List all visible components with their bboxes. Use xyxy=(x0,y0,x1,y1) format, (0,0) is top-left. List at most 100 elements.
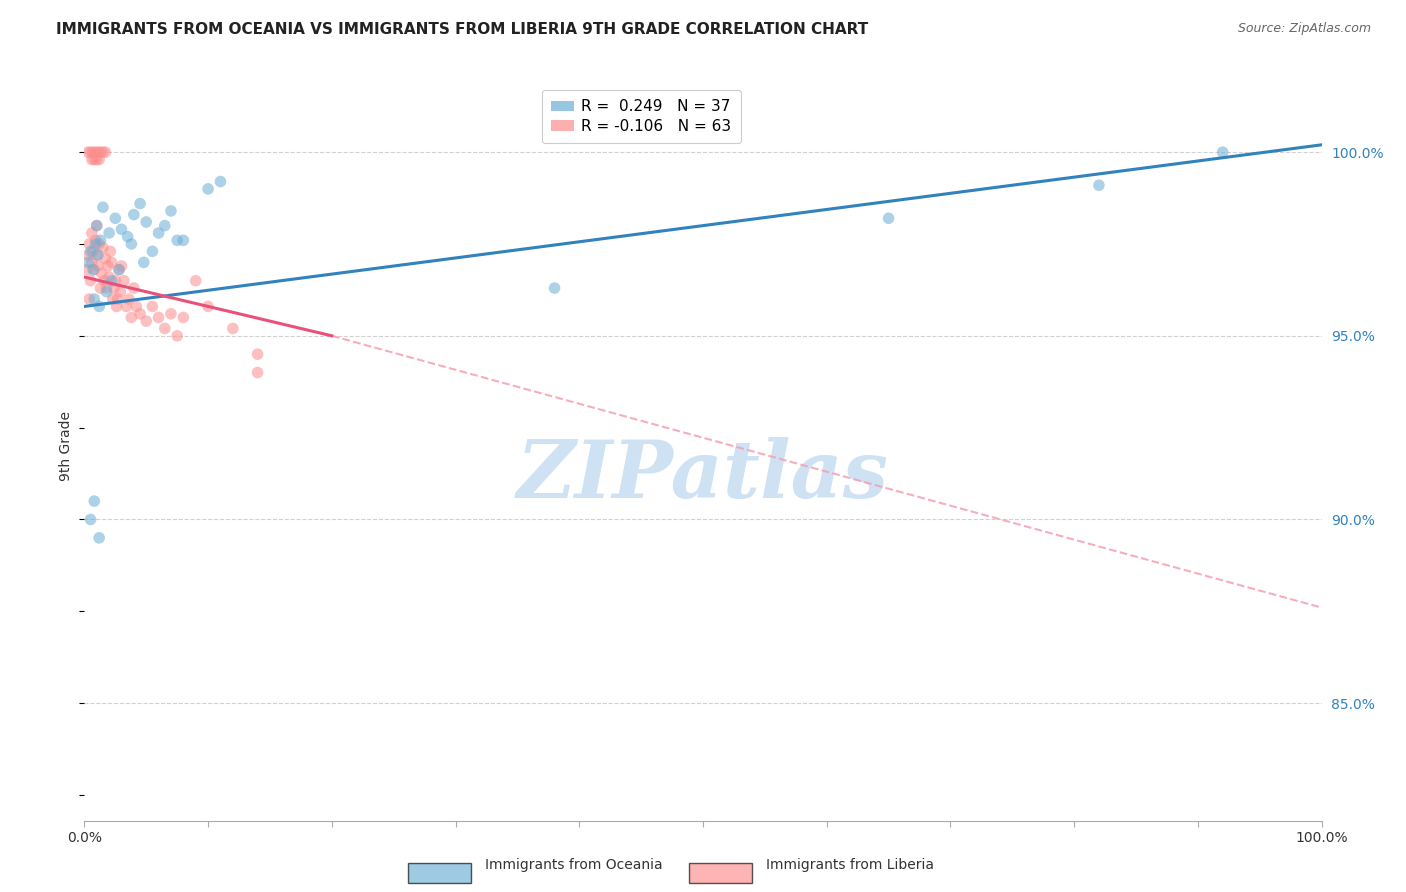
Point xyxy=(93,274,115,288)
Point xyxy=(94,145,117,160)
Point xyxy=(110,259,132,273)
Text: IMMIGRANTS FROM OCEANIA VS IMMIGRANTS FROM LIBERIA 9TH GRADE CORRELATION CHART: IMMIGRANTS FROM OCEANIA VS IMMIGRANTS FR… xyxy=(56,22,869,37)
Point xyxy=(125,300,148,314)
Point xyxy=(120,237,142,252)
Point xyxy=(197,182,219,196)
Point xyxy=(90,266,112,280)
Point xyxy=(86,219,108,233)
Point xyxy=(110,285,132,299)
Point xyxy=(79,512,101,526)
Point xyxy=(87,259,110,273)
Point xyxy=(80,153,103,167)
Point xyxy=(86,153,108,167)
Point xyxy=(83,292,105,306)
Point xyxy=(112,274,135,288)
Point xyxy=(153,321,176,335)
Point xyxy=(80,255,103,269)
Point xyxy=(77,255,100,269)
Point xyxy=(160,307,183,321)
Point xyxy=(108,262,131,277)
Point xyxy=(84,233,107,247)
Point xyxy=(135,215,157,229)
Point xyxy=(98,226,121,240)
Point xyxy=(148,310,170,325)
Text: ZIPatlas: ZIPatlas xyxy=(517,437,889,515)
Point xyxy=(79,237,101,252)
Point xyxy=(89,281,111,295)
Point xyxy=(122,208,145,222)
Point xyxy=(108,262,131,277)
Point xyxy=(89,145,111,160)
Point xyxy=(100,255,122,269)
Point xyxy=(89,237,111,252)
Point xyxy=(141,300,163,314)
Point xyxy=(96,281,118,295)
Point xyxy=(222,321,245,335)
Point xyxy=(82,244,104,259)
Point xyxy=(89,531,111,545)
Point xyxy=(87,248,110,262)
Point xyxy=(105,300,128,314)
Point xyxy=(148,226,170,240)
Point xyxy=(118,292,141,306)
Text: Immigrants from Oceania: Immigrants from Oceania xyxy=(485,858,662,872)
Point xyxy=(79,292,101,306)
Point xyxy=(132,255,155,269)
Point xyxy=(1212,145,1234,160)
Legend: R =  0.249   N = 37, R = -0.106   N = 63: R = 0.249 N = 37, R = -0.106 N = 63 xyxy=(541,90,741,143)
Point xyxy=(82,145,104,160)
Point xyxy=(97,259,120,273)
Point xyxy=(1088,178,1111,193)
Point xyxy=(83,494,105,508)
Point xyxy=(91,241,114,255)
Point xyxy=(101,292,124,306)
Point xyxy=(79,244,101,259)
Point xyxy=(129,307,152,321)
Point xyxy=(86,219,108,233)
Point xyxy=(80,226,103,240)
Point xyxy=(166,328,188,343)
Point xyxy=(197,300,219,314)
Point xyxy=(79,145,101,160)
Point xyxy=(135,314,157,328)
Point xyxy=(246,347,269,361)
Point xyxy=(166,233,188,247)
Point xyxy=(83,153,105,167)
Point xyxy=(77,248,100,262)
Point xyxy=(98,244,121,259)
Point xyxy=(100,274,122,288)
Point xyxy=(129,196,152,211)
Point xyxy=(98,270,121,285)
Point xyxy=(110,222,132,236)
Text: Immigrants from Liberia: Immigrants from Liberia xyxy=(766,858,934,872)
Point xyxy=(82,262,104,277)
Point xyxy=(246,366,269,380)
Point xyxy=(87,145,110,160)
Point xyxy=(153,219,176,233)
Point xyxy=(141,244,163,259)
Point xyxy=(103,281,125,295)
Point xyxy=(84,237,107,252)
Point xyxy=(117,229,139,244)
Y-axis label: 9th Grade: 9th Grade xyxy=(59,411,73,481)
Point xyxy=(172,233,194,247)
Point xyxy=(209,175,232,189)
Point xyxy=(79,274,101,288)
Point xyxy=(107,292,129,306)
Point xyxy=(89,233,111,247)
Point xyxy=(76,262,98,277)
Point xyxy=(120,310,142,325)
Point xyxy=(115,300,138,314)
Point xyxy=(84,145,107,160)
Point xyxy=(122,281,145,295)
Text: Source: ZipAtlas.com: Source: ZipAtlas.com xyxy=(1237,22,1371,36)
Point xyxy=(96,285,118,299)
Point xyxy=(77,145,100,160)
Point xyxy=(877,211,900,226)
Point xyxy=(83,262,105,277)
Point xyxy=(172,310,194,325)
Point xyxy=(104,211,127,226)
Point xyxy=(91,200,114,214)
Point xyxy=(543,281,565,295)
Point xyxy=(184,274,207,288)
